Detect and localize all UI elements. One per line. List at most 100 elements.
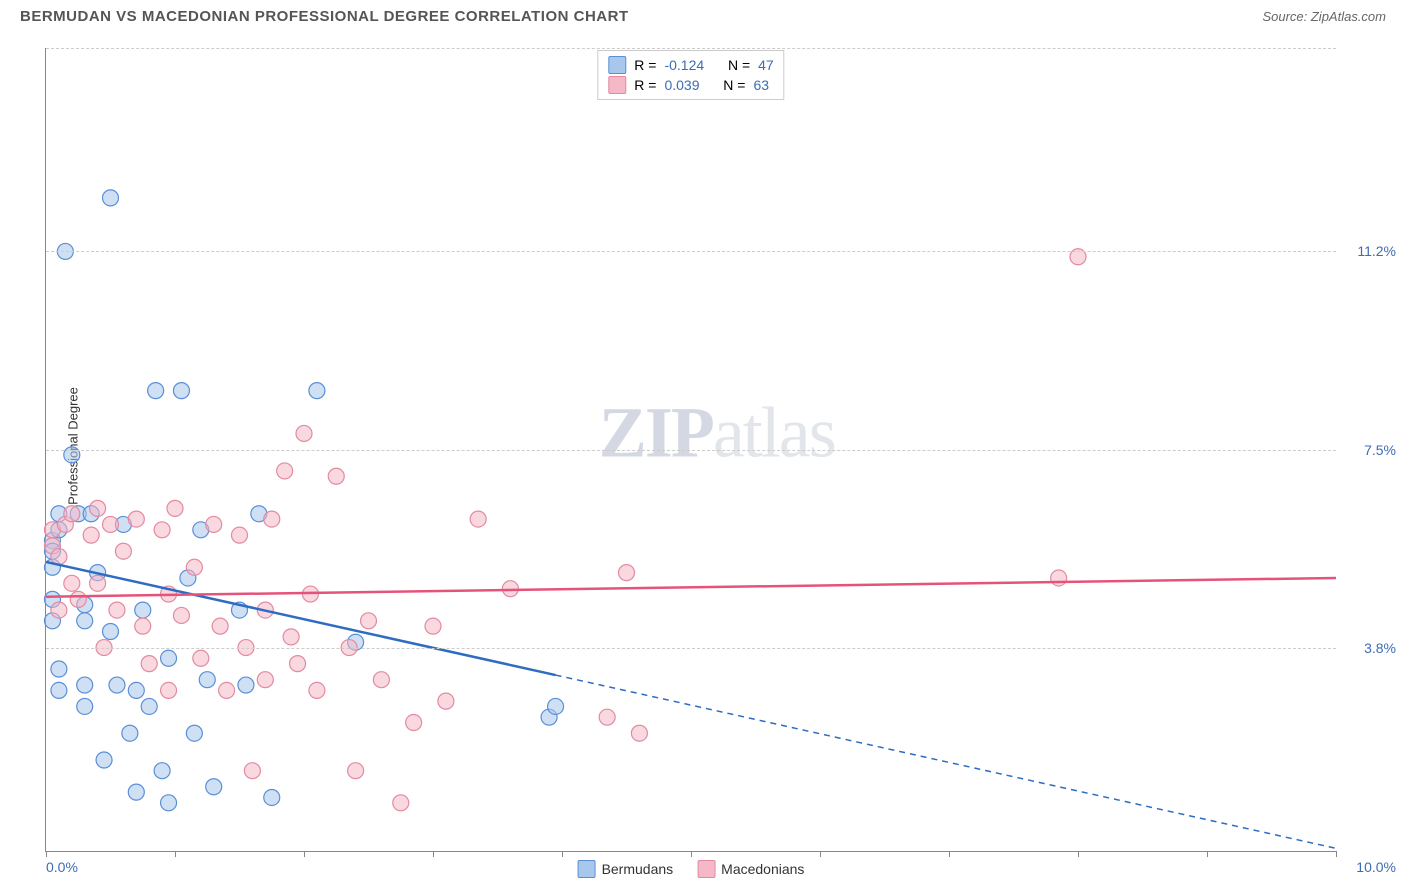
legend-item-bermudans: Bermudans [578, 859, 674, 879]
data-point [64, 575, 80, 591]
r-label: R = [634, 77, 656, 93]
data-point [51, 661, 67, 677]
n-label: N = [723, 77, 745, 93]
data-point [186, 559, 202, 575]
data-point [103, 624, 119, 640]
data-point [199, 672, 215, 688]
data-point [309, 383, 325, 399]
chart-area: ZIPatlas R = -0.124 N = 47 R = 0.039 N =… [45, 48, 1336, 852]
data-point [128, 682, 144, 698]
data-point [70, 591, 86, 607]
data-point [51, 602, 67, 618]
data-point [135, 618, 151, 634]
x-tick-label-max: 10.0% [1356, 859, 1396, 875]
data-point [548, 698, 564, 714]
data-point [438, 693, 454, 709]
data-point [631, 725, 647, 741]
trend-line-solid [46, 578, 1336, 597]
r-label: R = [634, 57, 656, 73]
data-point [90, 500, 106, 516]
data-point [141, 656, 157, 672]
data-point [186, 725, 202, 741]
legend-label-macedonians: Macedonians [721, 861, 804, 877]
data-point [115, 543, 131, 559]
correlation-legend: R = -0.124 N = 47 R = 0.039 N = 63 [597, 50, 784, 100]
data-point [154, 522, 170, 538]
data-point [206, 516, 222, 532]
page-title: BERMUDAN VS MACEDONIAN PROFESSIONAL DEGR… [20, 8, 629, 25]
data-point [167, 500, 183, 516]
data-point [51, 682, 67, 698]
n-value-macedonians: 63 [753, 77, 769, 93]
data-point [161, 795, 177, 811]
data-point [77, 698, 93, 714]
data-point [264, 789, 280, 805]
legend-row-macedonians: R = 0.039 N = 63 [608, 75, 773, 95]
swatch-bermudans-bottom [578, 860, 596, 878]
data-point [257, 672, 273, 688]
data-point [173, 607, 189, 623]
r-value-bermudans: -0.124 [664, 57, 704, 73]
data-point [309, 682, 325, 698]
data-point [161, 682, 177, 698]
source-label: Source: [1262, 9, 1310, 24]
data-point [264, 511, 280, 527]
data-point [77, 677, 93, 693]
n-value-bermudans: 47 [758, 57, 774, 73]
data-point [470, 511, 486, 527]
data-point [128, 511, 144, 527]
data-point [90, 575, 106, 591]
data-point [109, 602, 125, 618]
swatch-macedonians [608, 76, 626, 94]
data-point [406, 715, 422, 731]
data-point [141, 698, 157, 714]
data-point [161, 650, 177, 666]
data-point [122, 725, 138, 741]
trend-line-dashed [556, 675, 1336, 848]
data-point [277, 463, 293, 479]
data-point [296, 425, 312, 441]
data-point [244, 763, 260, 779]
data-point [212, 618, 228, 634]
data-point [238, 677, 254, 693]
swatch-bermudans [608, 56, 626, 74]
data-point [154, 763, 170, 779]
data-point [232, 527, 248, 543]
y-tick-label: 7.5% [1364, 442, 1396, 458]
data-point [77, 613, 93, 629]
source-name: ZipAtlas.com [1311, 9, 1386, 24]
legend-row-bermudans: R = -0.124 N = 47 [608, 55, 773, 75]
data-point [128, 784, 144, 800]
r-value-macedonians: 0.039 [664, 77, 699, 93]
data-point [1051, 570, 1067, 586]
data-point [206, 779, 222, 795]
series-legend: Bermudans Macedonians [578, 859, 805, 879]
data-point [219, 682, 235, 698]
n-label: N = [728, 57, 750, 73]
source-attribution: Source: ZipAtlas.com [1262, 9, 1386, 24]
data-point [193, 650, 209, 666]
data-point [103, 516, 119, 532]
data-point [51, 549, 67, 565]
data-point [599, 709, 615, 725]
data-point [148, 383, 164, 399]
data-point [83, 527, 99, 543]
data-point [393, 795, 409, 811]
y-tick-label: 11.2% [1357, 243, 1396, 259]
legend-label-bermudans: Bermudans [602, 861, 674, 877]
y-tick-label: 3.8% [1364, 640, 1396, 656]
legend-item-macedonians: Macedonians [697, 859, 804, 879]
data-point [619, 565, 635, 581]
data-point [290, 656, 306, 672]
data-point [103, 190, 119, 206]
x-tick-label-min: 0.0% [46, 859, 78, 875]
data-point [109, 677, 125, 693]
data-point [173, 383, 189, 399]
data-point [283, 629, 299, 645]
data-point [348, 763, 364, 779]
data-point [373, 672, 389, 688]
data-point [425, 618, 441, 634]
data-point [361, 613, 377, 629]
data-point [328, 468, 344, 484]
data-point [96, 752, 112, 768]
